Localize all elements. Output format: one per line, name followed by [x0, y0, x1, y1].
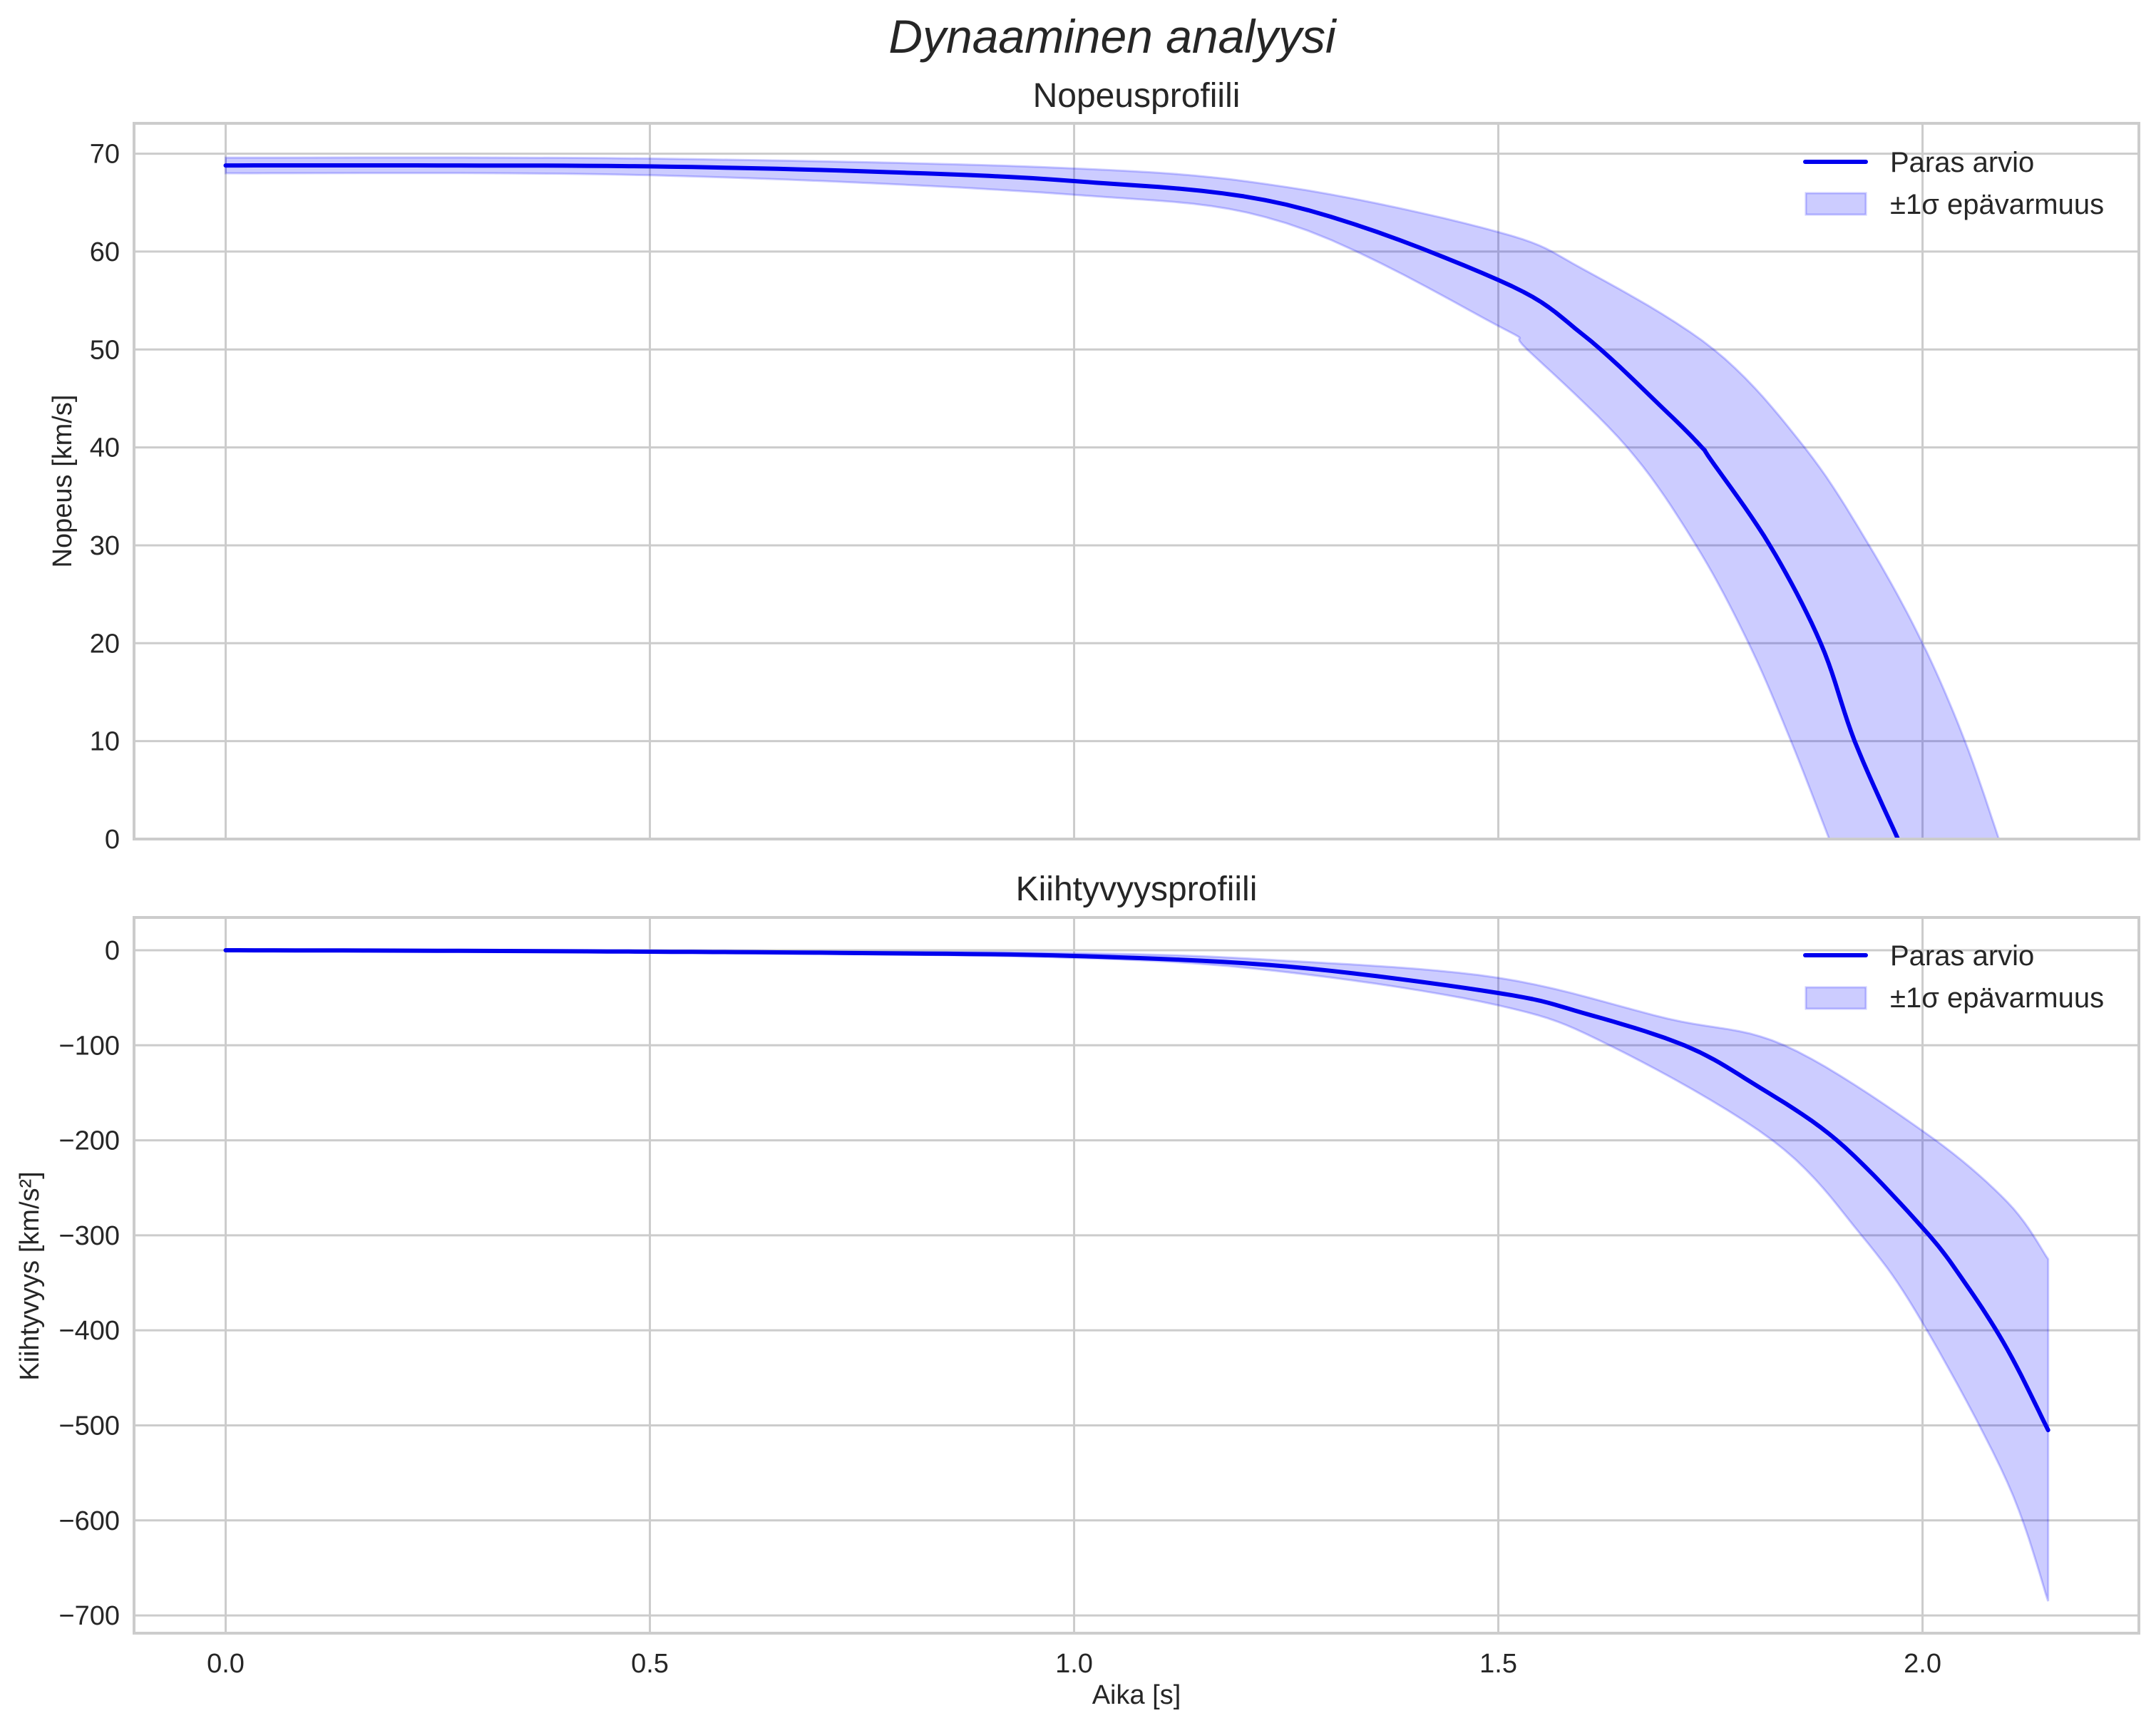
- acceleration-uncertainty-band: [225, 949, 2050, 1602]
- y-tick-label: −600: [58, 1506, 120, 1536]
- acceleration-axes-frame: [133, 916, 2140, 1635]
- y-tick-label: −200: [58, 1126, 120, 1156]
- x-tick-label: 1.5: [1479, 1649, 1517, 1679]
- y-tick-label: 50: [90, 335, 120, 365]
- y-tick-label: 40: [90, 433, 120, 463]
- y-tick-label: 0: [105, 936, 120, 966]
- y-tick-label: −300: [58, 1221, 120, 1251]
- velocity-best-estimate-line: [223, 163, 1900, 839]
- x-tick-label: 1.0: [1055, 1649, 1093, 1679]
- velocity-y-tick-labels: 0 10 20 30 40 50 60 70: [90, 140, 120, 855]
- legend-label-uncertainty: ±1σ epävarmuus: [1890, 982, 2104, 1014]
- velocity-axes-frame: [133, 122, 2140, 840]
- velocity-subplot-title: Nopeusprofiili: [1033, 77, 1241, 115]
- legend-label-best-estimate: Paras arvio: [1890, 940, 2034, 972]
- x-tick-label: 0.5: [631, 1649, 669, 1679]
- y-tick-label: 0: [105, 825, 120, 855]
- acceleration-gridlines: [134, 917, 2139, 1633]
- velocity-legend: Paras arvio ±1σ epävarmuus: [1803, 147, 2104, 220]
- legend-band-swatch-icon: [1805, 192, 1867, 216]
- acceleration-y-tick-labels: 0 −100 −200 −300 −400 −500 −600 −700: [58, 936, 120, 1631]
- y-tick-label: 60: [90, 237, 120, 267]
- acceleration-legend: Paras arvio ±1σ epävarmuus: [1803, 940, 2104, 1014]
- legend-label-best-estimate: Paras arvio: [1890, 147, 2034, 178]
- y-tick-label: 30: [90, 531, 120, 561]
- y-tick-label: −700: [58, 1601, 120, 1631]
- acceleration-subplot-title: Kiihtyvyysprofiili: [1016, 870, 1258, 908]
- x-tick-label: 0.0: [207, 1649, 245, 1679]
- figure-title: Dynaaminen analyysi: [888, 10, 1338, 63]
- velocity-subplot: Nopeusprofiili 0 10 20 30 40 50 60 70 Nopeus [k…: [48, 77, 2140, 855]
- velocity-y-axis-label: Nopeus [km/s]: [48, 395, 78, 568]
- y-tick-label: −400: [58, 1316, 120, 1346]
- x-tick-labels: 0.0 0.5 1.0 1.5 2.0: [207, 1649, 1941, 1679]
- acceleration-best-estimate-line: [223, 948, 2050, 1433]
- y-tick-label: 10: [90, 727, 120, 757]
- velocity-uncertainty-band: [225, 156, 2001, 839]
- acceleration-subplot: Kiihtyvyysprofiili 0 −100 −200 −300 −400 −500…: [15, 870, 2140, 1710]
- legend-band-swatch-icon: [1805, 986, 1867, 1010]
- y-tick-label: −500: [58, 1411, 120, 1441]
- legend-label-uncertainty: ±1σ epävarmuus: [1890, 189, 2104, 220]
- x-axis-label: Aika [s]: [1092, 1680, 1181, 1710]
- y-tick-label: −100: [58, 1031, 120, 1061]
- y-tick-label: 70: [90, 140, 120, 170]
- x-tick-label: 2.0: [1904, 1649, 1941, 1679]
- y-tick-label: 20: [90, 629, 120, 659]
- acceleration-y-axis-label: Kiihtyvyys [km/s²]: [15, 1171, 45, 1380]
